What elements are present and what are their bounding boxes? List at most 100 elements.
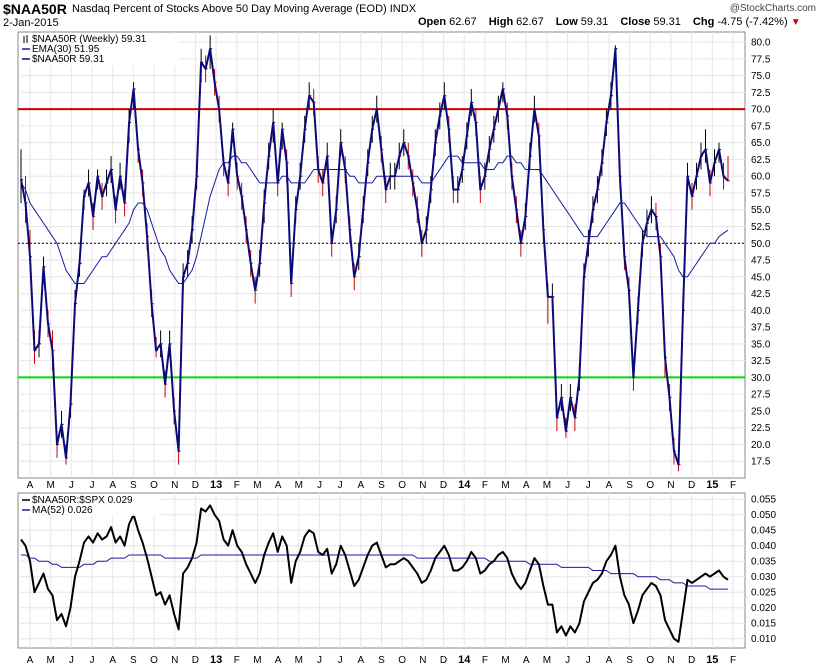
close-value: 59.31 [653, 16, 681, 28]
ratio-panel-xtick-label: A [606, 655, 613, 666]
price-panel-ytick-label: 27.5 [751, 390, 771, 401]
ratio-panel-xtick-label: 14 [458, 654, 471, 666]
price-panel-ytick-label: 72.5 [751, 88, 771, 99]
price-panel-xtick-label: S [130, 480, 137, 491]
price-panel-ytick-label: 42.5 [751, 289, 771, 300]
open-value: 62.67 [449, 16, 477, 28]
ratio-panel-xtick-label: 13 [210, 654, 222, 666]
price-panel-xtick-label: A [275, 480, 282, 491]
ratio-panel-xtick-label: A [275, 655, 282, 666]
ratio-panel-xtick-label: N [171, 655, 178, 666]
price-panel-ytick-label: 57.5 [751, 188, 771, 199]
price-legend-label: EMA(30) 51.95 [32, 44, 100, 55]
price-panel-xtick-label: 15 [706, 479, 718, 491]
price-panel-xtick-label: N [667, 480, 674, 491]
ratio-panel-ytick-label: 0.025 [751, 588, 776, 599]
price-panel-xtick-label: J [317, 480, 322, 491]
ratio-panel-xtick-label: O [398, 655, 406, 666]
price-panel-xtick-label: 13 [210, 479, 222, 491]
price-panel-xtick-label: D [192, 480, 199, 491]
ratio-panel-ytick-label: 0.010 [751, 634, 776, 645]
price-legend-label: $NAA50R 59.31 [32, 54, 105, 65]
ratio-panel-xtick-label: D [688, 655, 695, 666]
ratio-panel-xtick-label: N [419, 655, 426, 666]
price-panel-xtick-label: D [688, 480, 695, 491]
price-panel-xtick-label: A [523, 480, 530, 491]
down-arrow-icon: ▼ [790, 17, 801, 28]
price-panel-xtick-label: A [109, 480, 116, 491]
open-label: Open [418, 16, 447, 28]
ratio-panel-ytick-label: 0.030 [751, 572, 776, 583]
price-panel-ytick-label: 50.0 [751, 239, 771, 250]
ratio-panel-ytick-label: 0.050 [751, 510, 776, 521]
high-label: High [488, 16, 514, 28]
price-panel-ytick-label: 22.5 [751, 423, 771, 434]
ratio-panel-xtick-label: A [523, 655, 530, 666]
high-value: 62.67 [516, 16, 544, 28]
ratio-line [20, 504, 729, 643]
price-panel-ytick-label: 75.0 [751, 71, 771, 82]
price-panel-ytick-label: 30.0 [751, 373, 771, 384]
ma52-line [21, 554, 728, 590]
price-panel-xtick-label: J [69, 480, 74, 491]
ratio-panel-xtick-label: N [667, 655, 674, 666]
ratio-panel-xtick-label: D [192, 655, 199, 666]
ratio-panel-xtick-label: A [109, 655, 116, 666]
ratio-legend-label: MA(52) 0.026 [32, 505, 93, 516]
close-label: Close [620, 16, 651, 28]
price-panel-ytick-label: 17.5 [751, 457, 771, 468]
price-panel-xtick-label: N [171, 480, 178, 491]
copyright-notice: @StockCharts.com [729, 3, 816, 14]
price-panel-ytick-label: 52.5 [751, 222, 771, 233]
price-close-line [20, 47, 729, 466]
price-panel-xtick-label: J [586, 480, 591, 491]
exchange-label: INDX [389, 3, 417, 15]
ratio-panel-xtick-label: F [234, 655, 240, 666]
price-panel-xtick-label: 14 [458, 479, 471, 491]
chg-value: -4.75 (-7.42%) [717, 16, 788, 28]
ratio-panel-xtick-label: M [47, 655, 55, 666]
price-panel-ytick-label: 45.0 [751, 272, 771, 283]
price-panel-xtick-label: M [295, 480, 303, 491]
ratio-panel-xtick-label: A [27, 655, 34, 666]
price-panel-xtick-label: O [150, 480, 158, 491]
ratio-panel-ytick-label: 0.040 [751, 541, 776, 552]
price-panel-xtick-label: J [338, 480, 343, 491]
low-value: 59.31 [580, 16, 609, 28]
price-panel-ytick-label: 65.0 [751, 138, 771, 149]
ratio-panel-xtick-label: 15 [706, 654, 718, 666]
ratio-panel-xtick-label: S [130, 655, 137, 666]
low-label: Low [555, 16, 578, 28]
ratio-panel-xtick-label: J [586, 655, 591, 666]
ticker-symbol: $NAA50R [3, 1, 67, 17]
price-panel-xtick-label: A [606, 480, 613, 491]
price-panel-ytick-label: 70.0 [751, 105, 771, 116]
ema30-line [20, 155, 729, 284]
ratio-panel-xtick-label: J [69, 655, 74, 666]
price-panel-xtick-label: S [378, 480, 385, 491]
chart-date: 2-Jan-2015 [3, 17, 59, 29]
price-panel-xtick-label: M [253, 480, 261, 491]
price-panel-ytick-label: 60.0 [751, 172, 771, 183]
price-panel-xtick-label: J [565, 480, 570, 491]
price-panel-ytick-label: 55.0 [751, 205, 771, 216]
price-legend-label: $NAA50R (Weekly) 59.31 [32, 34, 147, 45]
ratio-panel-ytick-label: 0.035 [751, 557, 776, 568]
ratio-panel-xtick-label: J [90, 655, 95, 666]
ratio-panel-ytick-label: 0.020 [751, 603, 776, 614]
ratio-panel-xtick-label: F [482, 655, 488, 666]
price-panel-xtick-label: S [626, 480, 633, 491]
price-panel-ytick-label: 77.5 [751, 54, 771, 65]
price-panel-xtick-label: M [501, 480, 509, 491]
ratio-panel-xtick-label: M [543, 655, 551, 666]
ratio-panel-xtick-label: J [338, 655, 343, 666]
price-panel-ytick-label: 40.0 [751, 306, 771, 317]
ticker-description: Nasdaq Percent of Stocks Above 50 Day Mo… [72, 3, 416, 15]
ratio-panel-xtick-label: F [730, 655, 736, 666]
price-panel-ytick-label: 25.0 [751, 406, 771, 417]
ratio-panel-xtick-label: M [501, 655, 509, 666]
ratio-panel-ytick-label: 0.015 [751, 619, 776, 630]
price-panel-ytick-label: 35.0 [751, 339, 771, 350]
ratio-panel-ytick-label: 0.055 [751, 495, 776, 506]
